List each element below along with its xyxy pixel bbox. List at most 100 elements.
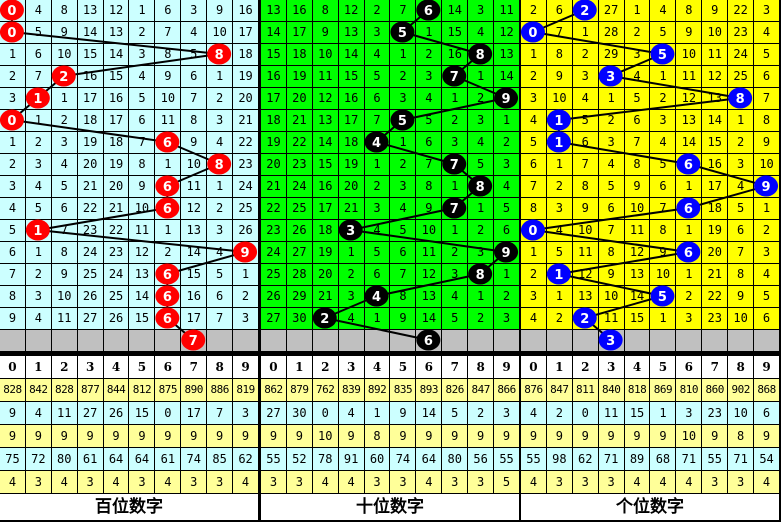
miss-count-cell: 22 xyxy=(261,198,287,220)
miss-count-cell: 18 xyxy=(312,220,339,242)
miss-count-cell: 3 xyxy=(207,110,234,132)
miss-count-cell: 18 xyxy=(702,198,729,220)
miss-count-cell: 2 xyxy=(468,220,495,242)
miss-count-cell: 3 xyxy=(390,176,417,198)
miss-count-cell: 2 xyxy=(390,154,417,176)
stat-row: 27 30 0 4 1 9 14 5 2 3 xyxy=(261,402,520,425)
miss-count-cell: 4 xyxy=(494,176,520,198)
stat-cell: 52 xyxy=(286,448,313,471)
stat-cell: 61 xyxy=(77,448,104,471)
stat-cell: 17 xyxy=(181,402,208,425)
miss-count-cell: 14 xyxy=(129,286,156,308)
miss-count-cell: 24 xyxy=(286,176,313,198)
miss-count-cell: 7 xyxy=(0,264,26,286)
digit-label: 5 xyxy=(129,356,156,379)
miss-count-cell: 10 xyxy=(702,22,729,44)
miss-count-cell: 1 xyxy=(25,110,52,132)
miss-count-cell: 5 xyxy=(650,22,677,44)
miss-count-cell: 14 xyxy=(702,110,729,132)
miss-count-cell: 8 xyxy=(624,154,651,176)
empty-cell xyxy=(103,330,130,352)
miss-count-cell: 1 xyxy=(207,66,234,88)
miss-count-cell: 3 xyxy=(468,110,495,132)
stat-cell: 3 xyxy=(598,471,625,494)
miss-count-cell: 12 xyxy=(624,242,651,264)
miss-count-cell: 1 xyxy=(468,286,495,308)
stat-cell: 828 xyxy=(0,379,26,402)
miss-count-cell: 19 xyxy=(103,154,130,176)
hit-cell xyxy=(676,242,703,264)
miss-count-cell: 1 xyxy=(155,220,182,242)
next-row xyxy=(521,330,780,352)
miss-count-cell: 3 xyxy=(754,0,780,22)
miss-count-cell: 1 xyxy=(650,66,677,88)
miss-count-cell: 1 xyxy=(468,66,495,88)
stat-cell: 9 xyxy=(521,425,547,448)
miss-count-cell: 5 xyxy=(364,242,391,264)
miss-count-cell: 2 xyxy=(494,132,520,154)
miss-count-cell: 3 xyxy=(754,242,780,264)
miss-count-cell: 8 xyxy=(650,220,677,242)
digit-label: 6 xyxy=(676,356,703,379)
miss-count-cell: 10 xyxy=(51,286,78,308)
stat-cell: 15 xyxy=(624,402,651,425)
miss-count-cell: 10 xyxy=(416,220,443,242)
miss-count-cell: 2 xyxy=(521,66,547,88)
miss-count-cell: 2 xyxy=(754,220,780,242)
miss-count-cell: 2 xyxy=(207,198,234,220)
miss-count-cell: 9 xyxy=(181,132,208,154)
miss-count-cell: 3 xyxy=(364,22,391,44)
stat-row: 9 4 11 27 26 15 0 17 7 3 xyxy=(0,402,259,425)
stat-cell: 11 xyxy=(51,402,78,425)
miss-count-cell: 17 xyxy=(233,22,259,44)
miss-count-cell: 11 xyxy=(676,66,703,88)
miss-count-cell: 6 xyxy=(416,132,443,154)
miss-count-cell: 1 xyxy=(598,88,625,110)
digit-label: 7 xyxy=(702,356,729,379)
miss-count-cell: 7 xyxy=(181,88,208,110)
miss-count-cell: 8 xyxy=(129,154,156,176)
miss-count-cell: 30 xyxy=(286,308,313,330)
miss-count-cell: 5 xyxy=(207,264,234,286)
miss-count-cell: 5 xyxy=(181,44,208,66)
miss-count-cell: 2 xyxy=(546,308,573,330)
stat-cell: 902 xyxy=(728,379,755,402)
miss-count-cell: 7 xyxy=(521,176,547,198)
miss-count-cell: 3 xyxy=(546,198,573,220)
miss-count-cell: 8 xyxy=(572,176,599,198)
miss-count-cell: 4 xyxy=(25,176,52,198)
stat-cell: 3 xyxy=(702,471,729,494)
hit-cell xyxy=(650,44,677,66)
stat-cell: 11 xyxy=(598,402,625,425)
empty-cell xyxy=(598,330,625,352)
miss-count-cell: 17 xyxy=(312,198,339,220)
miss-count-cell: 6 xyxy=(0,242,26,264)
miss-count-cell: 1 xyxy=(233,264,259,286)
empty-cell xyxy=(494,330,520,352)
stat-cell: 85 xyxy=(207,448,234,471)
miss-count-cell: 5 xyxy=(754,286,780,308)
stat-cell: 2 xyxy=(468,402,495,425)
digit-label: 3 xyxy=(598,356,625,379)
miss-count-cell: 18 xyxy=(286,44,313,66)
miss-count-cell: 6 xyxy=(207,286,234,308)
miss-count-cell: 10 xyxy=(51,44,78,66)
stat-cell: 9 xyxy=(338,425,365,448)
miss-count-cell: 3 xyxy=(338,286,365,308)
miss-count-cell: 5 xyxy=(521,132,547,154)
miss-count-cell: 24 xyxy=(103,264,130,286)
stat-cell: 10 xyxy=(728,402,755,425)
section-1: 13 16 8 12 2 7 14 3 11 14 17 9 13 3 1 15 4 12 15 18 10 14 4 1 2 1… xyxy=(261,0,520,520)
miss-count-cell: 2 xyxy=(650,88,677,110)
stat-cell: 74 xyxy=(390,448,417,471)
empty-cell xyxy=(572,330,599,352)
digit-label: 6 xyxy=(155,356,182,379)
hit-cell xyxy=(207,154,234,176)
miss-count-cell: 17 xyxy=(286,22,313,44)
miss-count-cell: 21 xyxy=(286,110,313,132)
miss-count-cell: 1 xyxy=(129,0,156,22)
miss-count-cell: 25 xyxy=(233,198,259,220)
stat-cell: 74 xyxy=(181,448,208,471)
miss-count-cell: 1 xyxy=(494,110,520,132)
